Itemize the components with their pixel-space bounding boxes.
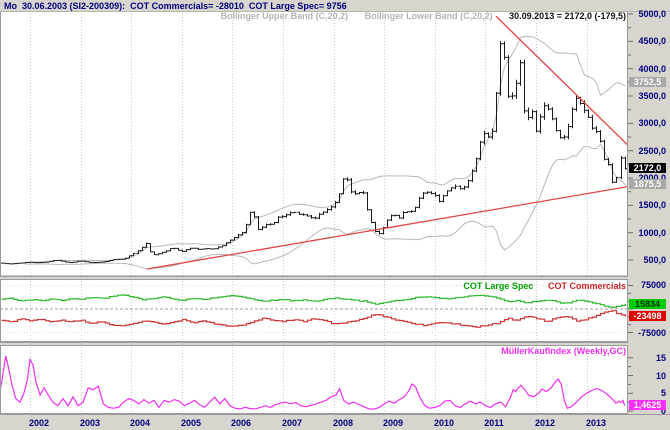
- cot-large-spec-legend: COT Large Spec: [463, 281, 534, 291]
- cot-panel-legend: COT Large Spec COT Commercials: [463, 281, 626, 291]
- trendlines: [146, 15, 628, 270]
- bollinger-lower-legend: Bollinger Lower Band (C,20,2): [364, 11, 493, 21]
- last-quote-readout: 30.09.2013 = 2172,0 (-179,5): [509, 11, 626, 21]
- panel-separator-2[interactable]: [0, 342, 628, 347]
- status-bar-day: Mo: [4, 1, 17, 11]
- axis-ticks: [628, 13, 633, 412]
- year-gridlines: [30, 11, 588, 413]
- panel-frames: [0, 10, 628, 414]
- mueller-kauf-index-line: [0, 355, 626, 410]
- status-bar-readout: 30.06.2003 (SI2-200309): COT Commercials…: [22, 1, 347, 11]
- price-ohlc-bars: [0, 41, 628, 265]
- cot-large-spec-line: [1, 294, 627, 308]
- bollinger-bands: [25, 35, 626, 270]
- cot-commercials-legend: COT Commercials: [547, 281, 626, 291]
- time-axis-bar[interactable]: [0, 414, 670, 430]
- bollinger-upper-legend: Bollinger Upper Band (C,20,2): [220, 11, 349, 21]
- cot-commercials-line: [1, 310, 627, 328]
- indicator-panel-legend: MüllerKaufIndex (Weekly,GC): [501, 346, 626, 356]
- status-bar: Mo 30.06.2003 (SI2-200309): COT Commerci…: [0, 0, 670, 12]
- main-chart-legend: Bollinger Upper Band (C,20,2) Bollinger …: [207, 11, 626, 21]
